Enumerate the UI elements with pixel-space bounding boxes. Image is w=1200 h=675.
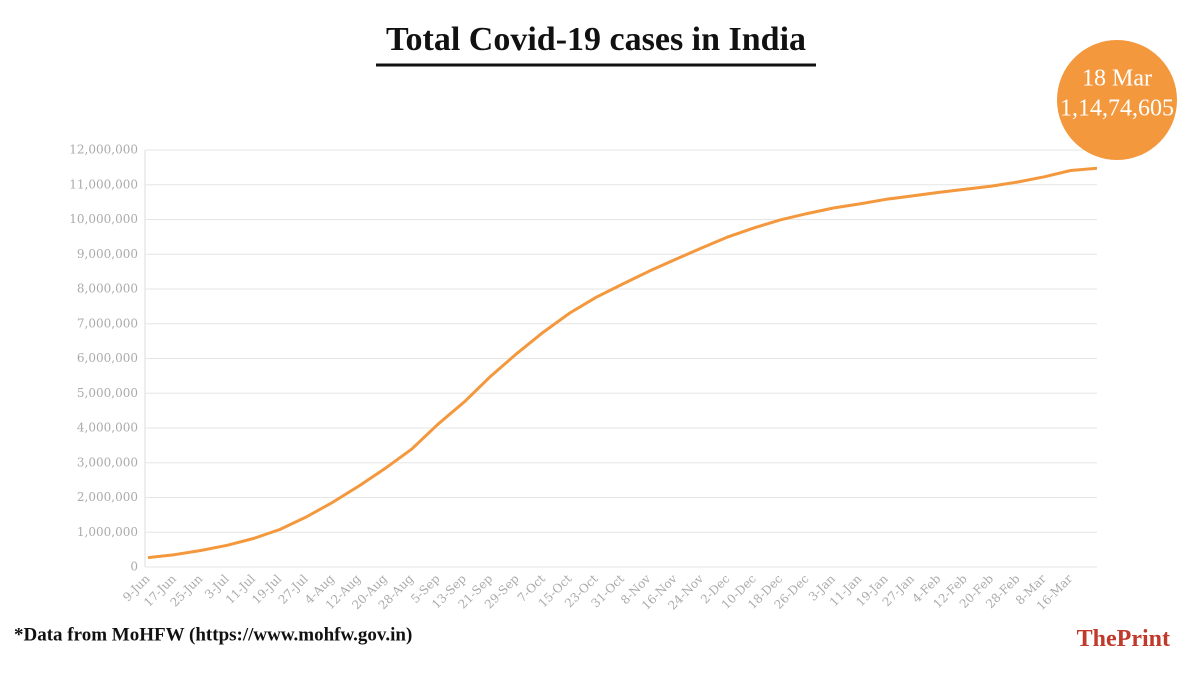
chart-title: Total Covid-19 cases in India	[386, 21, 806, 58]
y-tick-label: 4,000,000	[77, 421, 138, 435]
y-tick-label: 6,000,000	[77, 351, 138, 365]
source-note: *Data from MoHFW (https://www.mohfw.gov.…	[14, 624, 412, 645]
y-tick-label: 2,000,000	[77, 490, 138, 504]
y-tick-label: 3,000,000	[77, 455, 138, 469]
y-tick-label: 11,000,000	[69, 177, 138, 191]
brand-logo: ThePrint	[1077, 626, 1170, 652]
y-tick-label: 1,000,000	[77, 525, 138, 539]
series-line	[147, 166, 1098, 560]
y-tick-label: 10,000,000	[69, 212, 138, 226]
y-tick-label: 7,000,000	[77, 316, 138, 330]
y-tick-label: 8,000,000	[77, 282, 138, 296]
y-tick-label: 12,000,000	[69, 143, 138, 157]
annotation-bubble	[1057, 40, 1177, 160]
brand-print: Print	[1117, 626, 1170, 652]
annotation-date: 18 Mar	[1082, 66, 1152, 92]
end-annotation: 18 Mar 1,14,74,605	[1057, 40, 1177, 160]
brand-the: The	[1077, 626, 1117, 652]
y-tick-label: 9,000,000	[77, 247, 138, 261]
annotation-value: 1,14,74,605	[1060, 96, 1174, 122]
y-tick-label: 0	[130, 560, 138, 574]
y-tick-label: 5,000,000	[77, 386, 138, 400]
